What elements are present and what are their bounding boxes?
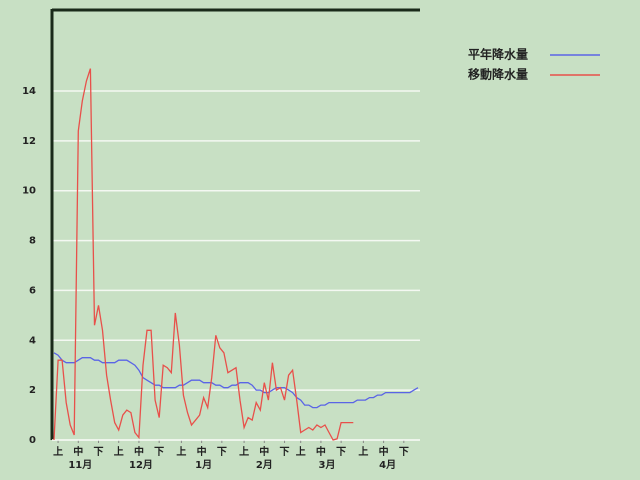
x-tick-label: 下 [217, 446, 227, 458]
x-tick-label: 下 [336, 446, 346, 458]
x-tick-label: 上 [358, 445, 368, 458]
x-tick-label: 下 [94, 446, 104, 458]
month-label: 3月 [319, 459, 336, 471]
x-tick-label: 上 [176, 445, 186, 458]
x-tick-label: 上 [114, 445, 124, 458]
month-label: 1月 [195, 459, 212, 471]
x-tick-label: 中 [316, 445, 326, 458]
x-tick-label: 中 [134, 445, 144, 458]
x-tick-label: 中 [259, 445, 269, 458]
x-tick-label: 上 [239, 445, 249, 458]
y-tick-label: 4 [29, 335, 36, 346]
y-tick-label: 0 [29, 435, 36, 446]
x-tick-label: 上 [296, 445, 306, 458]
x-tick-label: 上 [53, 445, 63, 458]
y-tick-label: 12 [22, 136, 36, 147]
month-label: 11月 [68, 459, 92, 471]
legend-label: 平年降水量 [468, 47, 528, 62]
month-label: 4月 [379, 459, 396, 471]
x-tick-label: 下 [280, 446, 290, 458]
y-tick-label: 2 [29, 385, 36, 396]
y-tick-label: 8 [29, 236, 36, 247]
y-tick-label: 10 [22, 186, 36, 197]
x-tick-label: 中 [73, 445, 83, 458]
x-tick-label: 中 [197, 445, 207, 458]
y-tick-label: 6 [29, 285, 36, 296]
month-label: 12月 [129, 459, 153, 471]
x-tick-label: 下 [399, 446, 409, 458]
series-line [53, 68, 354, 441]
legend-label: 移動降水量 [468, 67, 528, 82]
series-line [53, 352, 419, 409]
month-label: 2月 [256, 459, 273, 471]
x-tick-label: 下 [154, 446, 164, 458]
x-tick-label: 中 [379, 445, 389, 458]
y-tick-label: 14 [22, 86, 36, 97]
